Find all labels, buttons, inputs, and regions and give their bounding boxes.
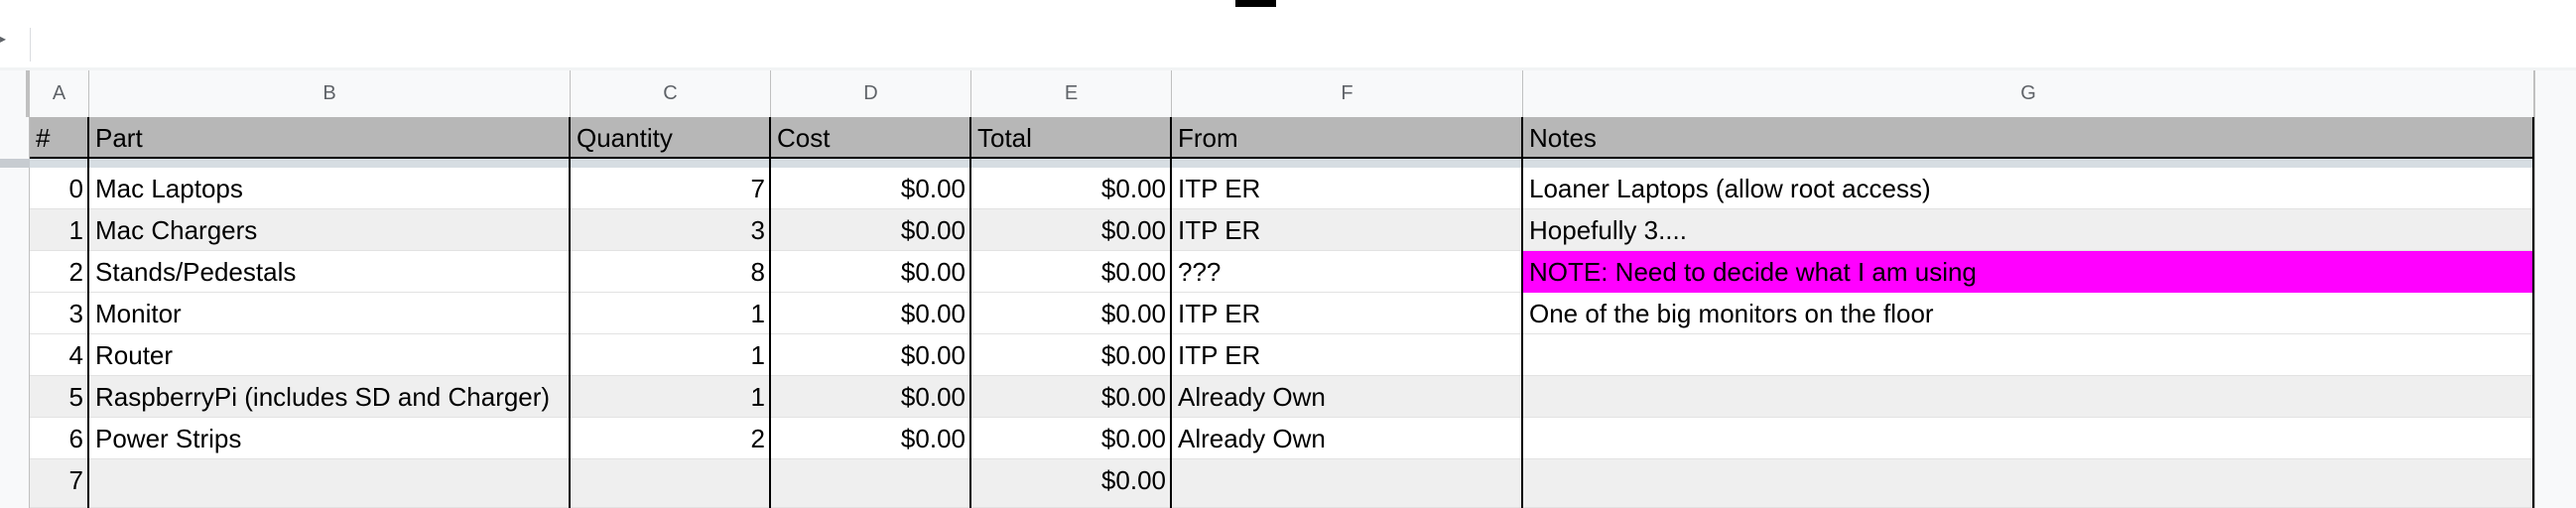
table-header-row: # Part Quantity Cost Total From Notes bbox=[30, 117, 2534, 159]
cell-cost[interactable]: $0.00 bbox=[900, 299, 966, 328]
frozen-row-divider[interactable] bbox=[30, 159, 2576, 168]
cell-from[interactable]: Already Own bbox=[1178, 382, 1326, 412]
cell-number[interactable]: 5 bbox=[68, 382, 83, 412]
grid-separator bbox=[0, 67, 2576, 70]
cell-from[interactable]: ITP ER bbox=[1178, 215, 1261, 245]
grid-overflow-area bbox=[2534, 70, 2576, 508]
column-border-e bbox=[1170, 117, 1172, 508]
cell-part[interactable]: Mac Laptops bbox=[95, 174, 243, 203]
cell-part[interactable]: Monitor bbox=[95, 299, 182, 328]
cell-notes[interactable] bbox=[1523, 418, 2534, 459]
column-border-b bbox=[569, 117, 571, 508]
column-border-f bbox=[1521, 117, 1523, 508]
formula-bar: ▸ bbox=[0, 22, 2576, 68]
frozen-row-divider-gutter bbox=[0, 159, 30, 168]
toolbar bbox=[0, 0, 2576, 22]
header-cell-quantity[interactable]: Quantity bbox=[577, 123, 673, 153]
column-border-a bbox=[87, 117, 89, 508]
cell-number[interactable]: 3 bbox=[68, 299, 83, 328]
column-header-d[interactable]: D bbox=[771, 70, 971, 117]
cell-quantity[interactable]: 1 bbox=[750, 340, 765, 370]
header-cell-number[interactable]: # bbox=[36, 123, 51, 153]
cell-total[interactable]: $0.00 bbox=[1100, 174, 1166, 203]
column-header-f[interactable]: F bbox=[1172, 70, 1523, 117]
cell-part[interactable]: Router bbox=[95, 340, 174, 370]
cell-from[interactable] bbox=[1172, 459, 1523, 501]
column-border-c bbox=[769, 117, 771, 508]
cell-notes[interactable] bbox=[1523, 376, 2534, 418]
column-border-d bbox=[969, 117, 971, 508]
column-header-a[interactable]: A bbox=[30, 70, 89, 117]
cell-notes[interactable] bbox=[1523, 459, 2534, 501]
cell-total[interactable]: $0.00 bbox=[1100, 465, 1166, 495]
header-cell-notes[interactable]: Notes bbox=[1529, 123, 1597, 153]
cell-from[interactable]: ITP ER bbox=[1178, 299, 1261, 328]
cell-total[interactable]: $0.00 bbox=[1100, 299, 1166, 328]
cell-part[interactable]: Stands/Pedestals bbox=[95, 257, 297, 287]
table-row: 3 Monitor 1 $0.00 $0.00 ITP ER One of th… bbox=[30, 293, 2534, 334]
column-headers: A B C D E F G bbox=[0, 70, 2576, 118]
cell-part[interactable] bbox=[89, 459, 571, 501]
cell-number[interactable]: 7 bbox=[68, 465, 83, 495]
cell-number[interactable]: 4 bbox=[68, 340, 83, 370]
cell-cost[interactable]: $0.00 bbox=[900, 257, 966, 287]
table-row: 0 Mac Laptops 7 $0.00 $0.00 ITP ER Loane… bbox=[30, 168, 2534, 209]
cell-from[interactable]: ITP ER bbox=[1178, 174, 1261, 203]
table-row: 5 RaspberryPi (includes SD and Charger) … bbox=[30, 376, 2534, 418]
cell-quantity[interactable] bbox=[571, 459, 771, 501]
cell-quantity[interactable]: 8 bbox=[750, 257, 765, 287]
column-header-e[interactable]: E bbox=[971, 70, 1172, 117]
header-cell-cost[interactable]: Cost bbox=[777, 123, 831, 153]
column-border-g bbox=[2532, 117, 2534, 508]
header-cell-from[interactable]: From bbox=[1178, 123, 1238, 153]
formula-bar-divider bbox=[30, 28, 31, 62]
cell-number[interactable]: 0 bbox=[68, 174, 83, 203]
cell-part[interactable]: Power Strips bbox=[95, 424, 242, 453]
cell-number[interactable]: 1 bbox=[68, 215, 83, 245]
cell-cost[interactable]: $0.00 bbox=[900, 215, 966, 245]
cell-from[interactable]: Already Own bbox=[1178, 424, 1326, 453]
column-header-b[interactable]: B bbox=[89, 70, 571, 117]
cell-quantity[interactable]: 7 bbox=[750, 174, 765, 203]
column-header-g[interactable]: G bbox=[1523, 70, 2534, 117]
cell-cost[interactable]: $0.00 bbox=[900, 174, 966, 203]
cell-quantity[interactable]: 1 bbox=[750, 382, 765, 412]
name-box-icon[interactable]: ▸ bbox=[0, 32, 7, 46]
text-color-swatch[interactable] bbox=[1235, 0, 1276, 7]
cell-notes-highlighted[interactable]: NOTE: Need to decide what I am using bbox=[1523, 251, 2534, 293]
table-row: 2 Stands/Pedestals 8 $0.00 $0.00 ??? NOT… bbox=[30, 251, 2534, 293]
cell-cost[interactable]: $0.00 bbox=[900, 424, 966, 453]
table-row: 6 Power Strips 2 $0.00 $0.00 Already Own bbox=[30, 418, 2534, 459]
cell-part[interactable]: RaspberryPi (includes SD and Charger) bbox=[95, 382, 551, 412]
cell-cost[interactable]: $0.00 bbox=[900, 340, 966, 370]
cell-quantity[interactable]: 3 bbox=[750, 215, 765, 245]
cell-quantity[interactable]: 1 bbox=[750, 299, 765, 328]
cell-notes[interactable]: One of the big monitors on the floor bbox=[1529, 299, 1934, 328]
cell-total[interactable]: $0.00 bbox=[1100, 257, 1166, 287]
table-row: 1 Mac Chargers 3 $0.00 $0.00 ITP ER Hope… bbox=[30, 209, 2534, 251]
cell-notes[interactable] bbox=[1523, 334, 2534, 376]
header-cell-total[interactable]: Total bbox=[977, 123, 1032, 153]
column-header-c[interactable]: C bbox=[571, 70, 771, 117]
cell-from[interactable]: ??? bbox=[1178, 257, 1222, 287]
cell-cost[interactable]: $0.00 bbox=[900, 382, 966, 412]
cell-part[interactable]: Mac Chargers bbox=[95, 215, 258, 245]
table-row: 7 $0.00 bbox=[30, 459, 2534, 508]
cell-total[interactable]: $0.00 bbox=[1100, 424, 1166, 453]
cell-from[interactable]: ITP ER bbox=[1178, 340, 1261, 370]
header-cell-part[interactable]: Part bbox=[95, 123, 143, 153]
cell-number[interactable]: 6 bbox=[68, 424, 83, 453]
cell-quantity[interactable]: 2 bbox=[750, 424, 765, 453]
select-all-corner[interactable] bbox=[0, 70, 30, 117]
cell-number[interactable]: 2 bbox=[68, 257, 83, 287]
cell-notes[interactable]: Hopefully 3.... bbox=[1529, 215, 1687, 245]
row-number-gutter[interactable] bbox=[0, 117, 30, 508]
cell-notes[interactable]: Loaner Laptops (allow root access) bbox=[1529, 174, 1931, 203]
cell-total[interactable]: $0.00 bbox=[1100, 382, 1166, 412]
cell-total[interactable]: $0.00 bbox=[1100, 340, 1166, 370]
cell-total[interactable]: $0.00 bbox=[1100, 215, 1166, 245]
cell-cost[interactable] bbox=[771, 459, 971, 501]
table-row: 4 Router 1 $0.00 $0.00 ITP ER bbox=[30, 334, 2534, 376]
